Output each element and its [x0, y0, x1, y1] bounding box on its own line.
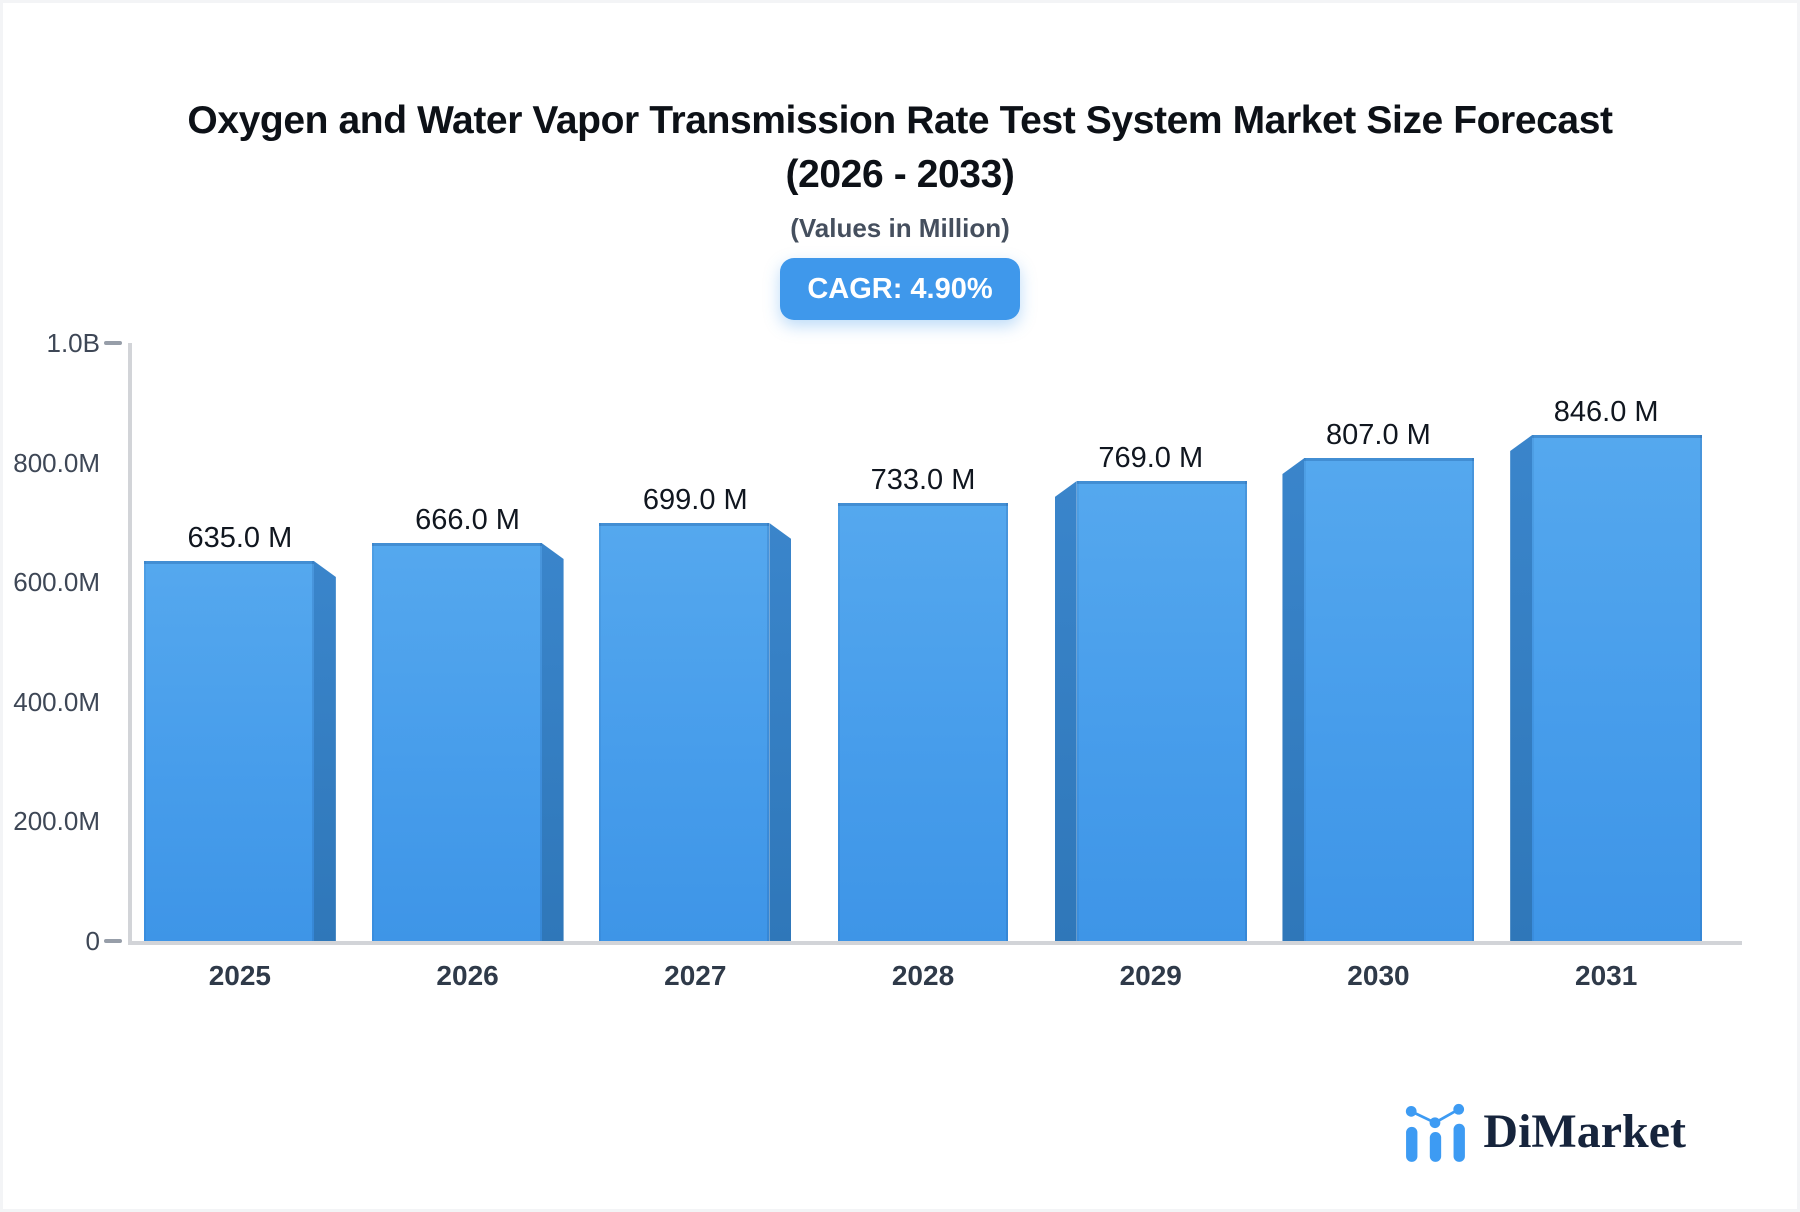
bar-face [371, 543, 542, 941]
y-axis-tick-label: 1.0B [46, 328, 101, 358]
x-axis-tick-label: 2030 [1347, 960, 1410, 991]
cagr-badge: CAGR: 4.90% [780, 258, 1020, 320]
y-axis-tick-label: 800.0M [13, 448, 100, 478]
bar-2026 [371, 543, 564, 941]
bar-slot-2026: 666.0 M 2026 [354, 343, 582, 991]
bar-face [1304, 458, 1475, 941]
y-axis-tick-mark [104, 341, 122, 345]
x-axis-tick-label: 2027 [664, 960, 727, 991]
bar-slot-2025: 635.0 M 2025 [126, 343, 354, 991]
logo-bars-icon [1406, 1103, 1466, 1162]
plot-area: 635.0 M 2025 666.0 M 2026 699.0 M 2027 733.0 M… [126, 343, 1720, 991]
logo-text: DiMarket [1483, 1105, 1686, 1158]
x-axis-tick-label: 2029 [1119, 960, 1182, 991]
y-axis-tick-label: 600.0M [13, 567, 100, 597]
x-axis-tick-label: 2031 [1575, 960, 1638, 991]
chart-title-line2: (2026 - 2033) [785, 153, 1015, 196]
bar-2028 [838, 503, 1009, 941]
bar-slot-2031: 846.0 M 2031 [1492, 343, 1720, 991]
x-axis-tick-label: 2026 [436, 960, 499, 991]
bar-2025 [143, 561, 336, 941]
bar-value-label: 846.0 M [1553, 396, 1659, 428]
y-axis-tick-label: 200.0M [13, 806, 100, 836]
bar-slot-2029: 769.0 M 2029 [1037, 343, 1265, 991]
bar-face [1532, 435, 1703, 941]
x-axis-tick-label: 2025 [208, 960, 271, 991]
bar-value-label: 807.0 M [1326, 419, 1431, 451]
bar-face [599, 523, 770, 941]
y-axis-line [128, 343, 132, 945]
y-axis-tick-mark [104, 939, 122, 943]
bar-2030 [1282, 458, 1475, 941]
chart-subtitle: (Values in Million) [790, 213, 1010, 243]
brand-logo: DiMarket [1404, 1102, 1686, 1162]
cagr-badge-row: CAGR: 4.90% [0, 258, 1800, 320]
bar-value-label: 769.0 M [1098, 442, 1204, 474]
chart-header: Oxygen and Water Vapor Transmission Rate… [0, 94, 1800, 244]
bar-face [143, 561, 314, 941]
chart-title-line1: Oxygen and Water Vapor Transmission Rate… [187, 99, 1613, 142]
y-axis-tick-label: 400.0M [13, 687, 100, 717]
bar-slot-2027: 699.0 M 2027 [581, 343, 809, 991]
bar-value-label: 733.0 M [870, 464, 976, 496]
bar-value-label: 666.0 M [415, 504, 520, 536]
bar-2029 [1054, 481, 1247, 941]
bar-3d-side [1510, 435, 1533, 941]
bar-value-label: 635.0 M [187, 522, 293, 554]
bar-2027 [599, 523, 792, 941]
y-axis-tick-label: 0 [85, 926, 100, 956]
bar-3d-side [313, 561, 336, 941]
bar-value-label: 699.0 M [642, 484, 748, 516]
bar-3d-side [769, 523, 792, 941]
bar-3d-side [1054, 481, 1077, 941]
bar-face [1076, 481, 1247, 941]
bar-slot-2030: 807.0 M 2030 [1265, 343, 1493, 991]
bar-2031 [1510, 435, 1703, 941]
bar-3d-side [541, 543, 564, 941]
bar-face [838, 503, 1009, 941]
x-axis-tick-label: 2028 [891, 960, 955, 991]
bar-3d-side [1282, 458, 1305, 941]
bar-slot-2028: 733.0 M 2028 [809, 343, 1037, 991]
x-axis-line [128, 941, 1742, 945]
